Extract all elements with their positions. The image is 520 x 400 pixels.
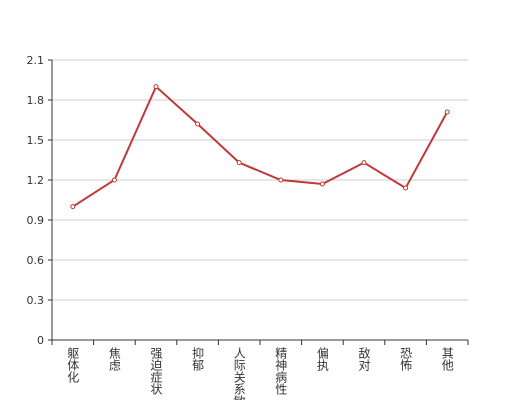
point [403,185,409,191]
x-tick-label: 敌对 [357,346,371,371]
point [111,177,117,183]
x-tick-label: 抑郁 [191,346,205,372]
y-tick-label: 1.5 [27,134,45,147]
y-tick-label: 0.6 [27,254,45,267]
point [278,177,284,183]
y-tick-label: 1.8 [27,94,45,107]
point [195,121,201,127]
point [153,84,159,90]
point [361,160,367,166]
y-tick-label: 0.3 [27,294,45,307]
point [70,204,76,210]
x-tick-label: 其他 [440,347,454,371]
x-tick-label: 偏执 [315,346,329,372]
x-tick-label: 强迫症状 [149,347,163,395]
x-tick-label: 精神病性 [274,347,288,396]
point [319,181,325,187]
point [236,160,242,166]
point [444,109,450,115]
x-tick-label: 恐怖 [399,347,413,371]
y-tick-label: 0 [37,334,44,347]
y-tick-label: 0.9 [27,214,45,227]
y-tick-label: 2.1 [27,54,45,67]
line [72,85,449,208]
x-tick-label: 人际关系敏感 [232,347,246,400]
y-tick-label: 1.2 [27,174,45,187]
x-tick-label: 焦虑 [107,347,121,371]
x-tick-label: 躯体化 [66,346,80,384]
